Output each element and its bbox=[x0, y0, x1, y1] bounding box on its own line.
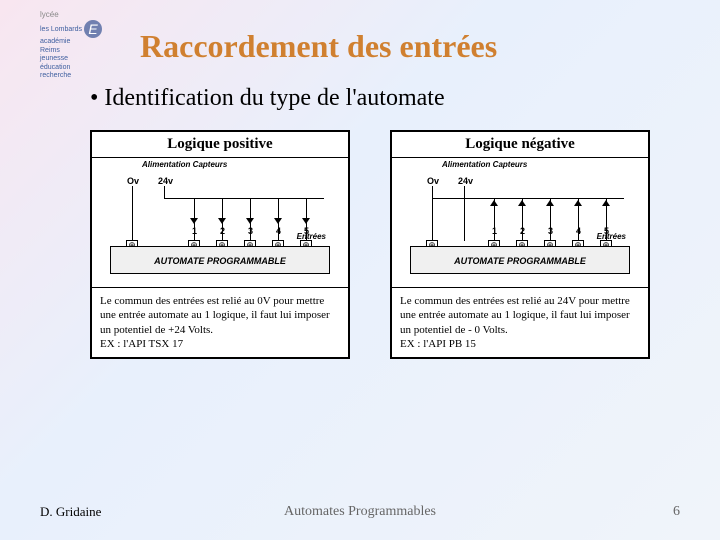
wire bbox=[432, 198, 433, 241]
header-negative: Logique négative bbox=[392, 132, 648, 158]
bullet-icon: • bbox=[90, 85, 98, 111]
v-high: 24v bbox=[158, 176, 173, 186]
wire bbox=[164, 198, 324, 199]
term-num: 4 bbox=[576, 226, 581, 236]
entrees-label: Entrées bbox=[597, 232, 626, 241]
term-num: 4 bbox=[276, 226, 281, 236]
entrees-label: Entrées bbox=[297, 232, 326, 241]
term-num: 2 bbox=[520, 226, 525, 236]
plc-box: AUTOMATE PROGRAMMABLE bbox=[110, 246, 330, 274]
logo-line2: les Lombards bbox=[40, 26, 82, 33]
wire bbox=[132, 186, 133, 241]
page-title: Raccordement des entrées bbox=[140, 28, 497, 65]
wire bbox=[464, 186, 465, 241]
subtitle-text: Identification du type de l'automate bbox=[104, 85, 444, 111]
logo-block: lycée les Lombards E académie Reims jeun… bbox=[40, 10, 102, 80]
footer-title: Automates Programmables bbox=[0, 504, 720, 520]
desc-positive: Le commun des entrées est relié au 0V po… bbox=[92, 288, 348, 357]
arrow-icon bbox=[302, 218, 310, 224]
arrow-icon bbox=[574, 200, 582, 206]
term-num: 1 bbox=[492, 226, 497, 236]
arrow-icon bbox=[490, 200, 498, 206]
subtitle: •Identification du type de l'automate bbox=[90, 85, 445, 112]
arrow-icon bbox=[218, 218, 226, 224]
wire bbox=[164, 186, 165, 198]
logo-circle: E bbox=[84, 20, 102, 38]
logo-line5: jeunesse bbox=[40, 55, 68, 62]
columns-container: Logique positive Alimentation Capteurs O… bbox=[90, 130, 650, 359]
term-num: 3 bbox=[548, 226, 553, 236]
logo-line4: Reims bbox=[40, 47, 60, 54]
arrow-icon bbox=[518, 200, 526, 206]
logo-line1: lycée bbox=[40, 10, 59, 19]
plc-box: AUTOMATE PROGRAMMABLE bbox=[410, 246, 630, 274]
desc-negative: Le commun des entrées est relié au 24V p… bbox=[392, 288, 648, 357]
wire bbox=[432, 198, 624, 199]
arrow-icon bbox=[190, 218, 198, 224]
diagram-negative: Alimentation Capteurs Ov 24v 1 2 3 4 bbox=[392, 158, 648, 288]
arrow-icon bbox=[546, 200, 554, 206]
arrow-icon bbox=[602, 200, 610, 206]
diagram-positive: Alimentation Capteurs Ov 24v 1 2 3 bbox=[92, 158, 348, 288]
arrow-icon bbox=[274, 218, 282, 224]
wire bbox=[432, 186, 433, 198]
alim-label: Alimentation Capteurs bbox=[142, 160, 227, 169]
logo-line7: recherche bbox=[40, 72, 71, 79]
logo-line3: académie bbox=[40, 38, 70, 45]
v-low: Ov bbox=[127, 176, 139, 186]
term-num: 2 bbox=[220, 226, 225, 236]
header-positive: Logique positive bbox=[92, 132, 348, 158]
alim-label: Alimentation Capteurs bbox=[442, 160, 527, 169]
footer-page: 6 bbox=[673, 504, 680, 520]
column-negative: Logique négative Alimentation Capteurs O… bbox=[390, 130, 650, 359]
logo-line6: éducation bbox=[40, 64, 70, 71]
v-low: Ov bbox=[427, 176, 439, 186]
term-num: 1 bbox=[192, 226, 197, 236]
column-positive: Logique positive Alimentation Capteurs O… bbox=[90, 130, 350, 359]
v-high: 24v bbox=[458, 176, 473, 186]
arrow-icon bbox=[246, 218, 254, 224]
term-num: 3 bbox=[248, 226, 253, 236]
